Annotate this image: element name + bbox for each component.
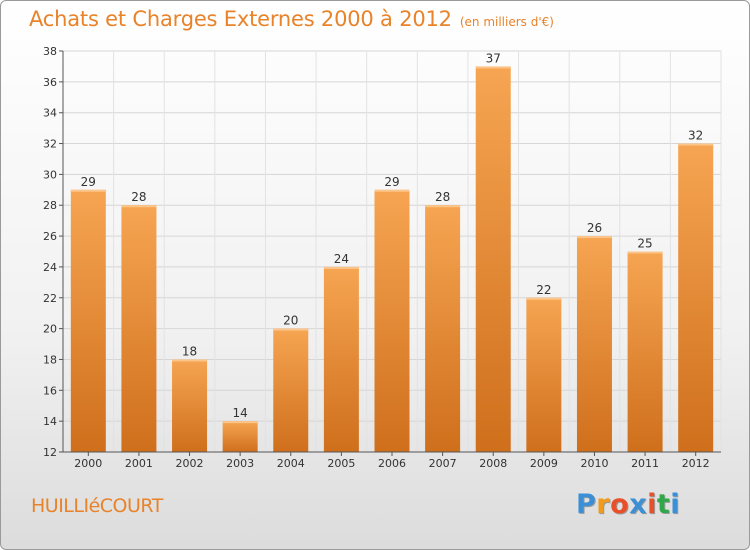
x-tick-label: 2010	[580, 457, 608, 470]
bar-highlight	[70, 189, 106, 192]
data-label-2007: 28	[435, 190, 450, 204]
bar-2001	[121, 205, 157, 452]
data-label-2003: 14	[233, 406, 248, 420]
x-tick-label: 2000	[74, 457, 102, 470]
bar-highlight	[121, 205, 157, 208]
bar-highlight	[526, 297, 562, 300]
bar-highlight	[678, 143, 714, 146]
logo-letter: r	[596, 489, 611, 520]
logo-letter: P	[576, 489, 597, 520]
x-tick-label: 2009	[530, 457, 558, 470]
logo-letter: t	[656, 489, 671, 520]
bar-highlight	[222, 421, 258, 424]
y-tick-label: 32	[43, 138, 57, 151]
data-label-2002: 18	[182, 344, 197, 358]
chart-subtitle: (en milliers d'€)	[459, 15, 554, 29]
logo-letter: i	[647, 489, 657, 520]
y-tick-label: 16	[43, 384, 57, 397]
bar-2011	[627, 251, 663, 452]
y-tick-label: 28	[43, 199, 57, 212]
x-tick-label: 2011	[631, 457, 659, 470]
data-label-2004: 20	[283, 314, 298, 328]
data-label-2000: 29	[81, 175, 96, 189]
bar-highlight	[374, 189, 410, 192]
x-tick-label: 2003	[226, 457, 254, 470]
logo-letter: i	[670, 489, 681, 520]
bar-2009	[526, 297, 562, 452]
bar-2012	[678, 143, 714, 453]
bar-highlight	[425, 205, 461, 208]
bar-highlight	[576, 236, 612, 239]
proxiti-logo: Proxiti	[576, 489, 680, 520]
y-tick-label: 30	[43, 168, 57, 181]
y-tick-label: 20	[43, 323, 57, 336]
x-tick-label: 2005	[327, 457, 355, 470]
bar-2004	[273, 328, 309, 452]
y-tick-label: 18	[43, 353, 57, 366]
bar-highlight	[627, 251, 663, 254]
data-label-2011: 25	[637, 237, 652, 251]
x-tick-label: 2006	[378, 457, 406, 470]
bar-highlight	[172, 359, 208, 362]
y-tick-label: 22	[43, 292, 57, 305]
y-tick-label: 36	[43, 76, 57, 89]
y-tick-label: 24	[43, 261, 57, 274]
data-label-2008: 37	[486, 51, 501, 65]
bar-2000	[70, 189, 106, 453]
logo-letter: x	[629, 489, 648, 520]
y-tick-label: 12	[43, 446, 57, 459]
y-tick-label: 26	[43, 230, 57, 243]
bar-2006	[374, 189, 410, 453]
x-tick-label: 2007	[429, 457, 457, 470]
x-tick-label: 2002	[176, 457, 204, 470]
bar-2008	[475, 66, 511, 452]
bar-highlight	[475, 66, 511, 69]
chart-title: Achats et Charges Externes 2000 à 2012 (e…	[29, 7, 554, 31]
data-label-2009: 22	[536, 283, 551, 297]
data-label-2010: 26	[587, 221, 602, 235]
y-tick-label: 14	[43, 415, 57, 428]
data-label-2012: 32	[688, 129, 703, 143]
data-label-2001: 28	[131, 190, 146, 204]
bar-2007	[425, 205, 461, 452]
x-tick-label: 2004	[277, 457, 305, 470]
bar-2002	[172, 359, 208, 452]
x-tick-label: 2001	[125, 457, 153, 470]
bar-2010	[576, 236, 612, 452]
y-tick-label: 38	[43, 45, 57, 58]
data-label-2006: 29	[384, 175, 399, 189]
location-name: HUILLIéCOURT	[31, 495, 163, 517]
logo-letter: o	[610, 489, 630, 520]
x-tick-label: 2008	[479, 457, 507, 470]
x-tick-label: 2012	[682, 457, 710, 470]
bar-highlight	[273, 328, 309, 331]
bar-highlight	[323, 266, 359, 269]
bar-2003	[222, 421, 258, 452]
bar-2005	[323, 266, 359, 452]
data-label-2005: 24	[334, 252, 349, 266]
y-tick-label: 34	[43, 107, 57, 120]
